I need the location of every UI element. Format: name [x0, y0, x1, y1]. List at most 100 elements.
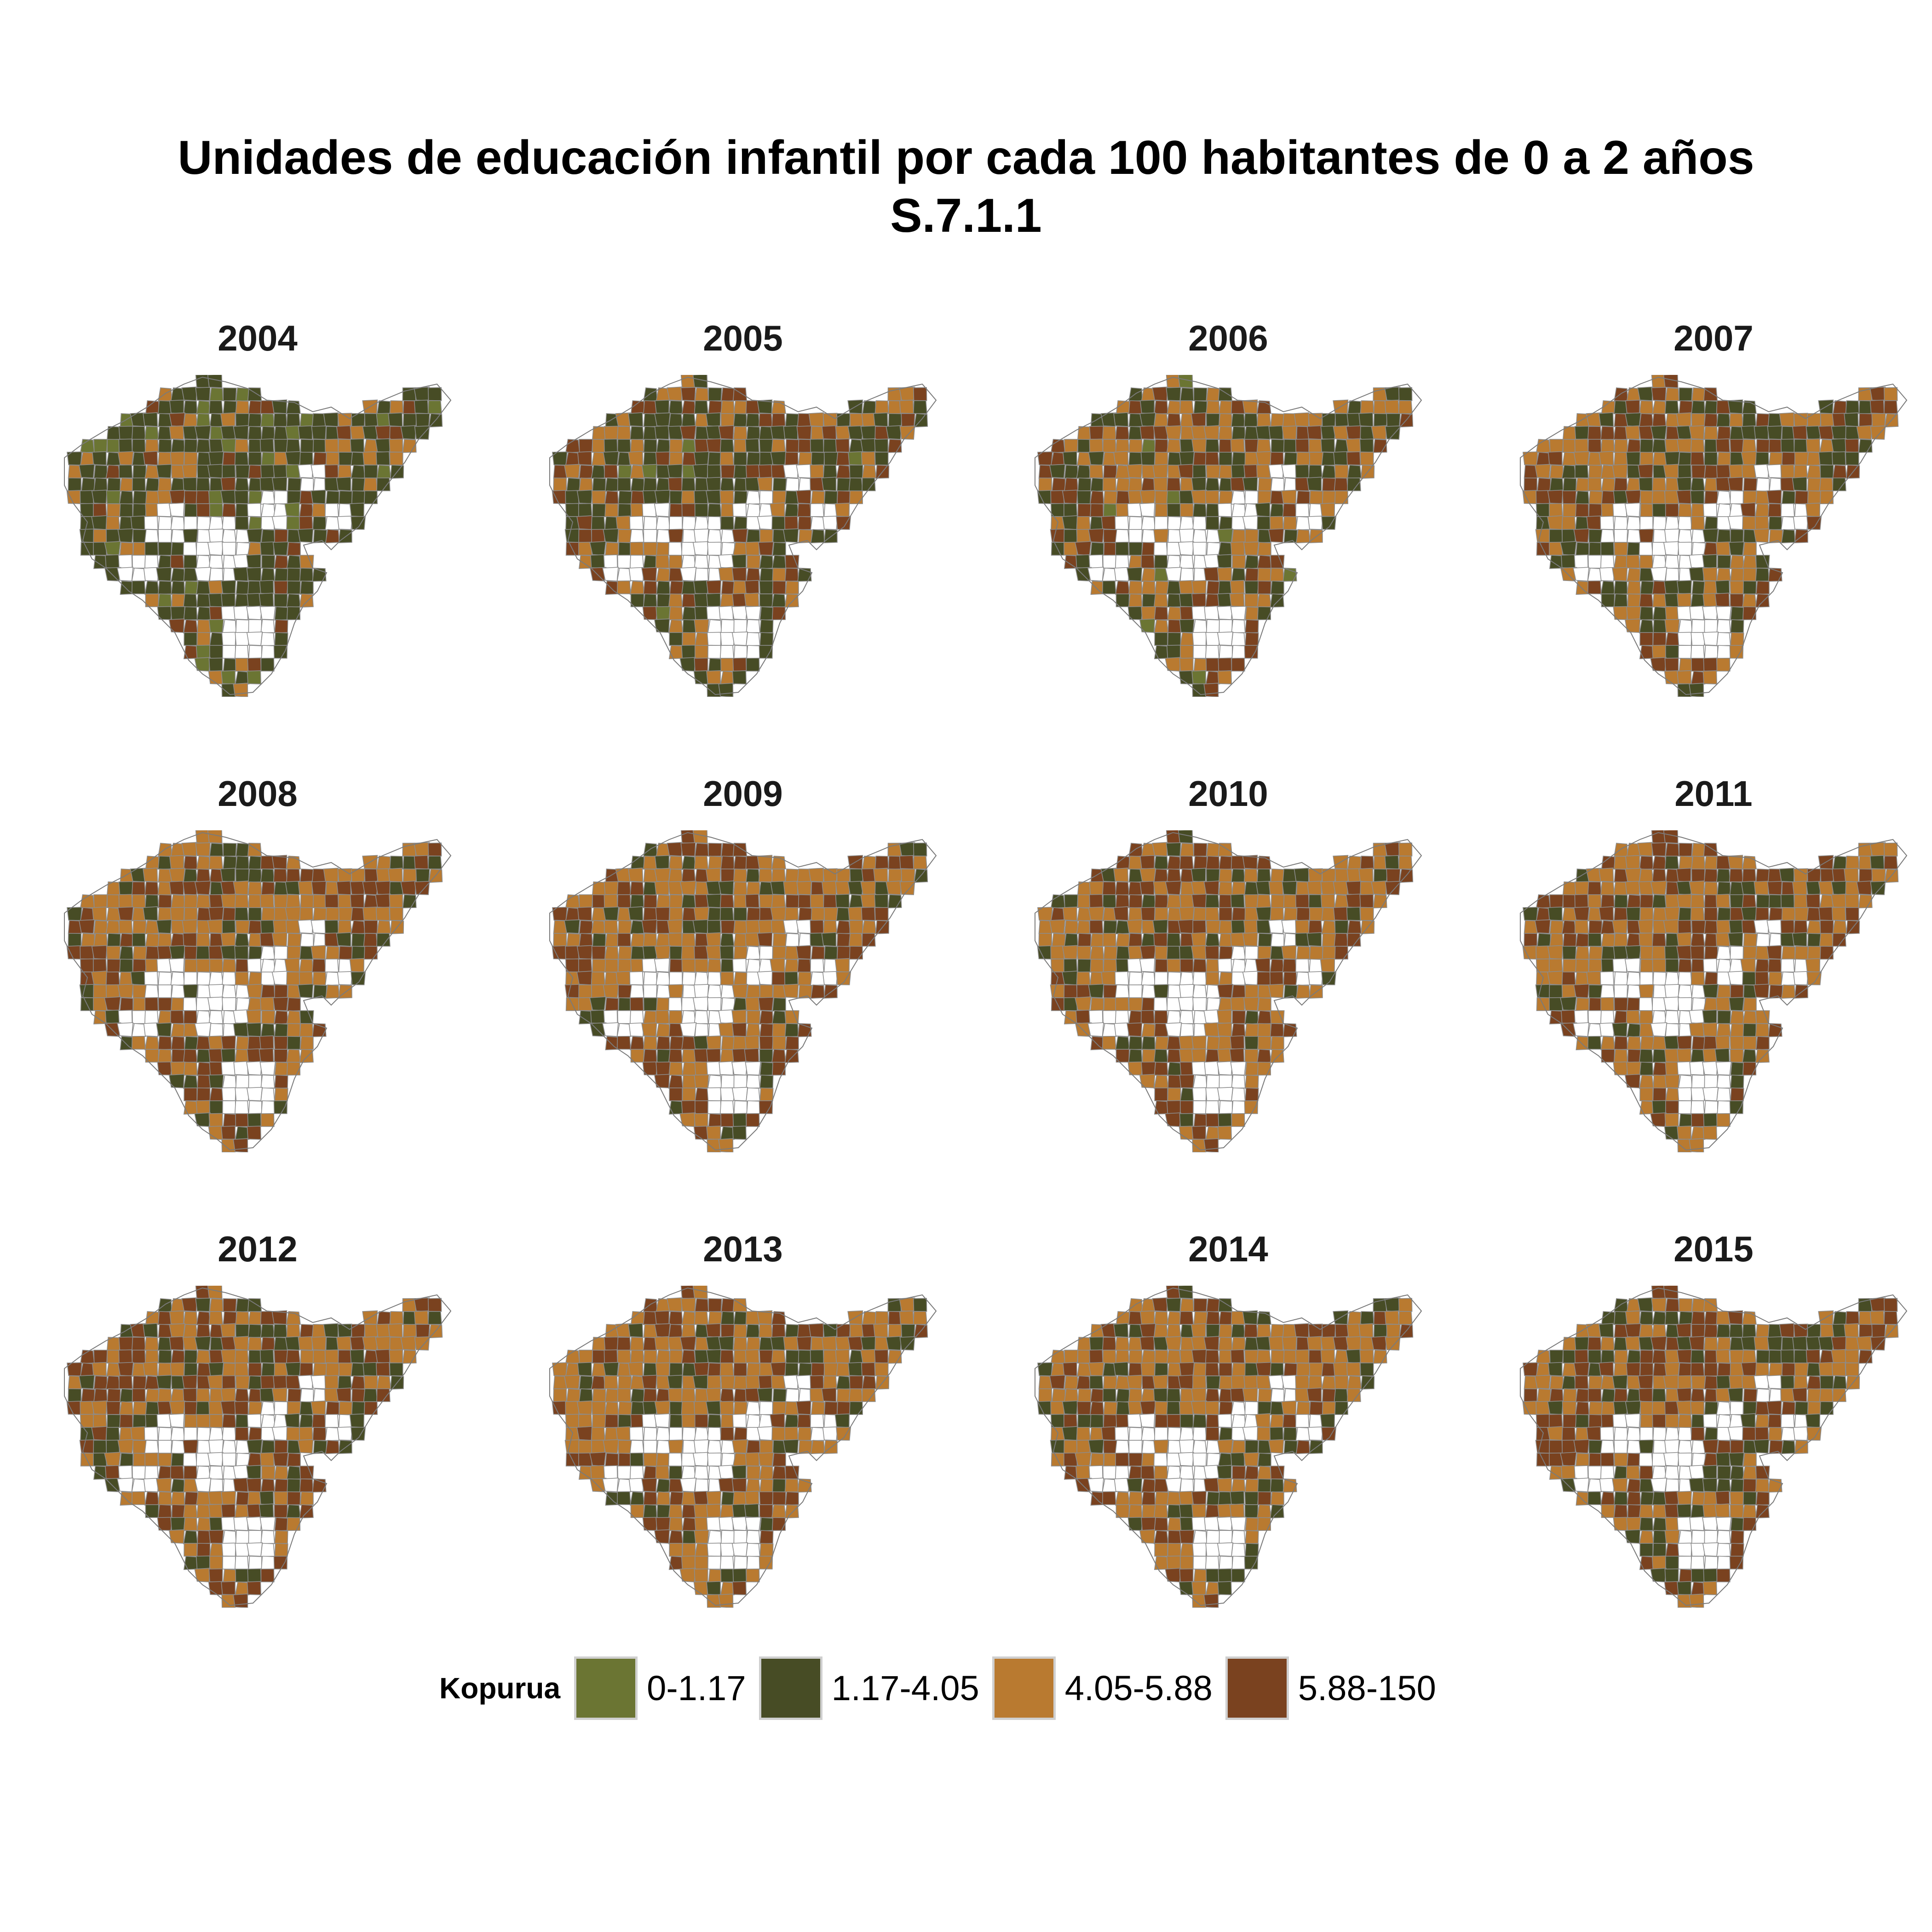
- municipality: [577, 451, 592, 466]
- municipality: [170, 843, 185, 857]
- municipality: [1154, 632, 1168, 646]
- municipality: [643, 1466, 658, 1480]
- municipality: [1153, 1452, 1168, 1466]
- municipality: [707, 1075, 722, 1089]
- municipality: [718, 1478, 734, 1492]
- municipality: [1831, 907, 1846, 921]
- map-panel-2014: 2014: [984, 1228, 1472, 1642]
- region-outline: [1520, 832, 1908, 1151]
- municipality: [1640, 959, 1654, 973]
- municipality: [718, 1009, 734, 1024]
- municipality: [1755, 1504, 1770, 1518]
- municipality: [745, 920, 760, 934]
- municipality: [1179, 1568, 1194, 1582]
- municipality: [1742, 1023, 1757, 1037]
- municipality: [197, 465, 212, 479]
- municipality: [235, 503, 249, 518]
- municipality: [1307, 425, 1322, 440]
- municipality: [1704, 856, 1718, 870]
- municipality: [759, 632, 774, 646]
- municipality: [1626, 972, 1641, 986]
- municipality: [1306, 1387, 1322, 1402]
- municipality: [1548, 1414, 1563, 1428]
- municipality: [1320, 438, 1335, 453]
- municipality: [1704, 1363, 1718, 1377]
- municipality: [1807, 868, 1822, 882]
- municipality: [1780, 958, 1795, 972]
- municipality: [1268, 425, 1283, 440]
- municipality: [1729, 1375, 1744, 1389]
- municipality: [209, 1543, 224, 1558]
- municipality: [1102, 1337, 1116, 1351]
- municipality: [261, 426, 275, 440]
- municipality: [668, 1311, 683, 1325]
- municipality: [117, 983, 134, 998]
- municipality: [208, 1568, 223, 1582]
- municipality: [1179, 856, 1194, 870]
- municipality: [1102, 1491, 1116, 1505]
- municipality: [654, 958, 670, 972]
- municipality: [1794, 894, 1808, 908]
- municipality: [1563, 1414, 1577, 1428]
- municipality: [1206, 1453, 1220, 1467]
- municipality: [706, 438, 722, 453]
- municipality: [860, 893, 876, 908]
- municipality: [157, 933, 172, 947]
- municipality: [80, 1414, 94, 1428]
- municipality: [1140, 1465, 1155, 1479]
- municipality: [196, 1100, 211, 1114]
- municipality: [1307, 1336, 1322, 1351]
- municipality: [66, 490, 82, 504]
- municipality: [718, 1593, 734, 1608]
- municipality: [719, 645, 734, 659]
- municipality: [183, 984, 198, 998]
- municipality: [157, 881, 172, 896]
- municipality: [1639, 516, 1654, 530]
- municipality: [183, 645, 198, 660]
- municipality: [362, 1362, 377, 1376]
- municipality: [707, 959, 722, 973]
- municipality: [1703, 1453, 1719, 1467]
- municipality: [1663, 830, 1679, 844]
- municipality: [1270, 568, 1284, 582]
- municipality: [299, 1023, 314, 1037]
- municipality: [222, 1075, 237, 1089]
- municipality: [310, 945, 326, 960]
- municipality: [1704, 400, 1718, 414]
- municipality: [144, 1466, 159, 1479]
- municipality: [299, 868, 314, 883]
- municipality: [1102, 1465, 1117, 1479]
- municipality: [1333, 906, 1348, 921]
- municipality: [1346, 1362, 1361, 1376]
- municipality: [183, 413, 198, 427]
- municipality: [66, 945, 82, 960]
- municipality: [184, 959, 198, 973]
- municipality: [247, 670, 262, 684]
- municipality: [1359, 438, 1374, 453]
- municipality: [104, 996, 121, 1011]
- municipality: [1690, 1362, 1705, 1376]
- municipality: [1243, 920, 1259, 934]
- municipality: [1704, 1100, 1718, 1115]
- municipality: [260, 619, 275, 633]
- municipality: [1614, 1350, 1628, 1364]
- municipality: [1179, 555, 1194, 569]
- municipality: [849, 1401, 863, 1415]
- legend-item-2: 4.05-5.88: [992, 1656, 1213, 1720]
- municipality: [1192, 1440, 1207, 1454]
- municipality: [1600, 920, 1616, 935]
- municipality: [1793, 1375, 1808, 1390]
- municipality: [1230, 894, 1245, 908]
- municipality: [1806, 971, 1822, 985]
- municipality: [1587, 1388, 1602, 1402]
- municipality: [1296, 1363, 1310, 1377]
- municipality: [1639, 997, 1653, 1011]
- municipality: [1322, 1324, 1336, 1338]
- municipality: [810, 516, 825, 530]
- municipality: [1562, 490, 1577, 504]
- municipality: [591, 945, 606, 960]
- municipality: [720, 959, 735, 973]
- municipality: [1230, 997, 1245, 1011]
- municipality: [757, 477, 773, 491]
- municipality: [1077, 1388, 1092, 1403]
